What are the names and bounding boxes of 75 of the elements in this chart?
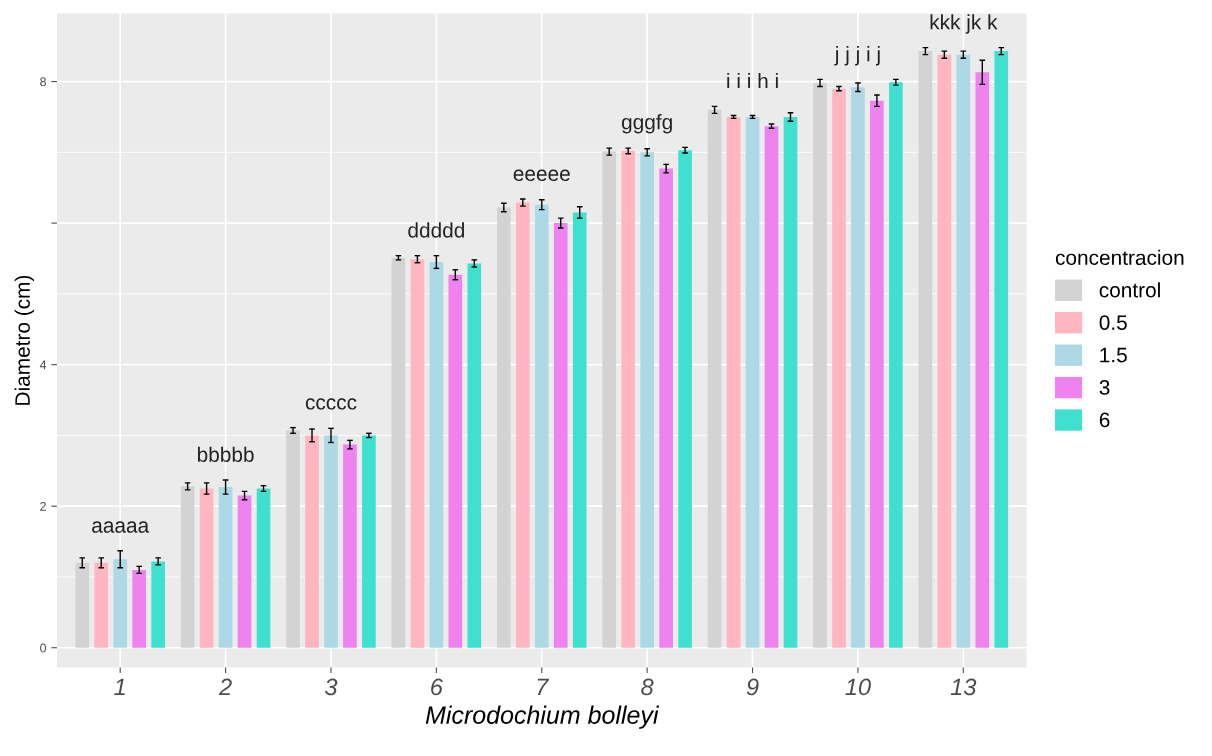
bar [151, 561, 165, 648]
x-tick-label: 2 [218, 678, 232, 696]
bar [113, 559, 128, 648]
bar [889, 82, 903, 648]
bar [783, 116, 798, 648]
annotation: eeeee [513, 169, 570, 182]
bar [956, 54, 971, 648]
bar [75, 562, 90, 648]
bar [707, 109, 722, 648]
bar [832, 88, 846, 648]
bar [132, 569, 146, 648]
annotation: j j j i j [834, 46, 880, 66]
bar [467, 263, 482, 648]
x-tick-label: 1 [114, 678, 125, 696]
bar [515, 202, 530, 648]
y-tick-label: 0 [40, 643, 47, 653]
bar [975, 72, 990, 648]
x-tick-label: 13 [950, 678, 977, 696]
bar [429, 262, 444, 648]
x-tick-label: 6 [431, 678, 443, 696]
bar [745, 116, 760, 648]
y-tick-label: 8 [40, 77, 46, 87]
bar [94, 562, 109, 648]
annotation: bbbbb [197, 446, 254, 462]
bar [937, 54, 952, 648]
annotation: gggfg [621, 114, 672, 134]
bar [448, 274, 463, 648]
bar [553, 223, 568, 648]
legend-label: control [1099, 282, 1160, 298]
x-tick-label: 8 [641, 678, 654, 696]
annotation: kkk jk k [930, 14, 998, 34]
bar [640, 152, 654, 648]
bar [218, 487, 233, 648]
x-tick-label: 7 [537, 678, 550, 696]
x-tick-label: 9 [746, 678, 759, 696]
bar [362, 435, 376, 648]
bar [851, 87, 865, 648]
bar [572, 212, 587, 648]
bar [343, 444, 357, 648]
x-tick-label: 3 [324, 678, 338, 696]
bar [256, 488, 271, 648]
bar [659, 168, 673, 648]
bar [726, 116, 741, 648]
bar [410, 259, 425, 648]
bar [324, 435, 338, 648]
bar [813, 82, 827, 648]
annotation: aaaaa [92, 521, 150, 533]
annotation: i i i h i [727, 73, 778, 89]
x-axis-title: Microdochium bolleyi [425, 705, 660, 729]
bar [994, 51, 1009, 648]
bar [870, 100, 884, 648]
bar [305, 435, 319, 648]
bar [180, 486, 195, 648]
legend-title: concentracion [1055, 249, 1184, 266]
legend-label: 0.5 [1099, 315, 1127, 330]
bar [496, 207, 511, 648]
bar [391, 257, 406, 648]
legend-label: 3 [1099, 380, 1110, 395]
annotation: ccccc [305, 398, 357, 410]
bar [286, 430, 300, 648]
y-tick-label: 4 [39, 360, 47, 370]
annotation: ddddd [408, 222, 464, 238]
bar [237, 495, 252, 648]
bar [764, 126, 779, 648]
bar [534, 204, 549, 648]
legend-label: 6 [1099, 412, 1110, 428]
bar [918, 51, 933, 648]
bar [678, 150, 692, 648]
bar [199, 488, 214, 648]
bar [602, 151, 617, 648]
bar [621, 150, 636, 648]
legend-label: 1.5 [1100, 347, 1127, 363]
x-tick-label: 10 [845, 678, 871, 696]
y-tick-label: 2 [40, 501, 46, 511]
y-axis-title: Diametro (cm) [14, 275, 35, 405]
